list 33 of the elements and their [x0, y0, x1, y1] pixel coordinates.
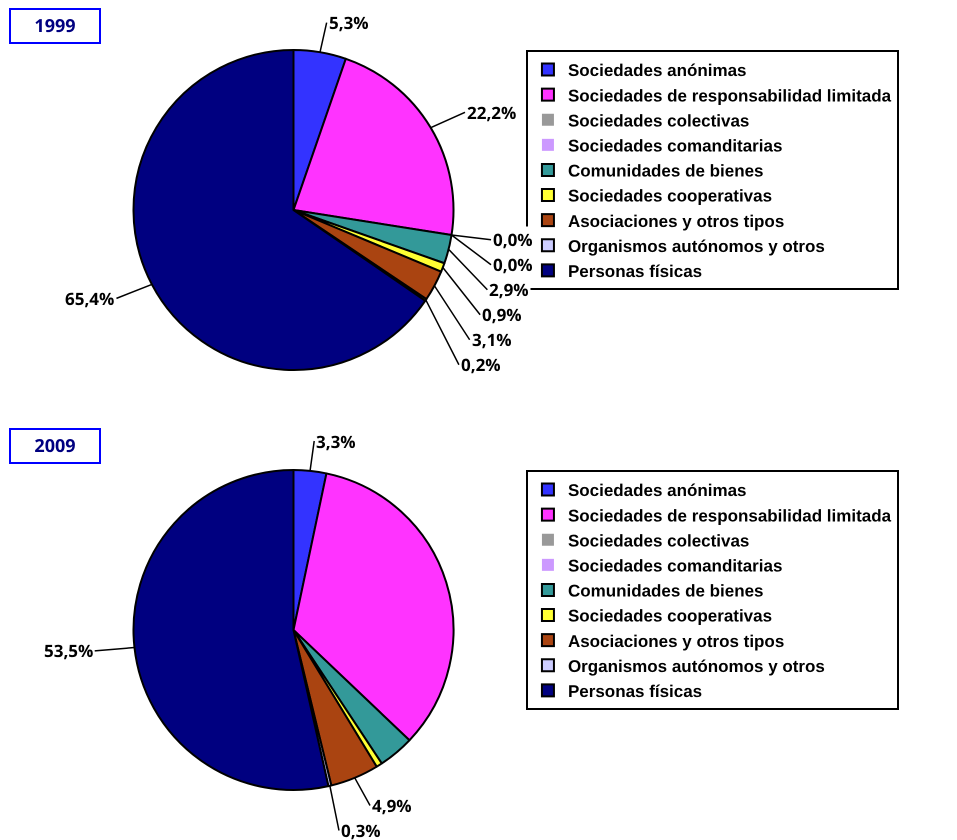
legend-label: Sociedades colectivas [568, 111, 750, 130]
legend-label: Sociedades anónimas [568, 61, 747, 80]
data-label: 0,2% [461, 353, 501, 376]
legend-label: Sociedades de responsabilidad limitada [568, 506, 892, 526]
chart-title: 2009 [34, 434, 76, 458]
legend-label: Personas físicas [568, 262, 702, 281]
legend-label: Personas físicas [568, 682, 702, 701]
data-label: 0,3% [341, 819, 381, 840]
data-label: 3,3% [316, 430, 356, 453]
chart-title: 1999 [34, 14, 76, 38]
data-label: 22,2% [467, 101, 516, 124]
data-label: 65,4% [65, 287, 114, 310]
legend-label: Comunidades de bienes [568, 582, 764, 601]
data-label: 53,5% [44, 639, 94, 662]
data-label: 5,3% [329, 11, 369, 34]
data-label: 3,1% [472, 328, 512, 351]
legend-label: Sociedades de responsabilidad limitada [568, 86, 892, 106]
legend-label: Sociedades anónimas [568, 481, 747, 500]
legend-label: Asociaciones y otros tipos [568, 632, 784, 651]
legend-label: Comunidades de bienes [568, 162, 764, 181]
legend-label: Sociedades colectivas [568, 531, 750, 550]
text: 0,0% [493, 253, 533, 276]
legend-label: Organismos autónomos y otros [568, 656, 825, 676]
legend-label: Asociaciones y otros tipos [568, 212, 784, 231]
data-label: 0,9% [482, 303, 522, 326]
data-label: 4,9% [372, 794, 412, 817]
legend-label: Sociedades comanditarias [568, 556, 782, 576]
data-label: 2,9% [489, 278, 529, 301]
legend-label: Sociedades cooperativas [568, 186, 772, 206]
legend-label: Sociedades cooperativas [568, 606, 772, 626]
legend-label: Organismos autónomos y otros [568, 236, 825, 256]
legend-label: Sociedades comanditarias [568, 136, 782, 156]
text: 0,0% [493, 228, 533, 251]
